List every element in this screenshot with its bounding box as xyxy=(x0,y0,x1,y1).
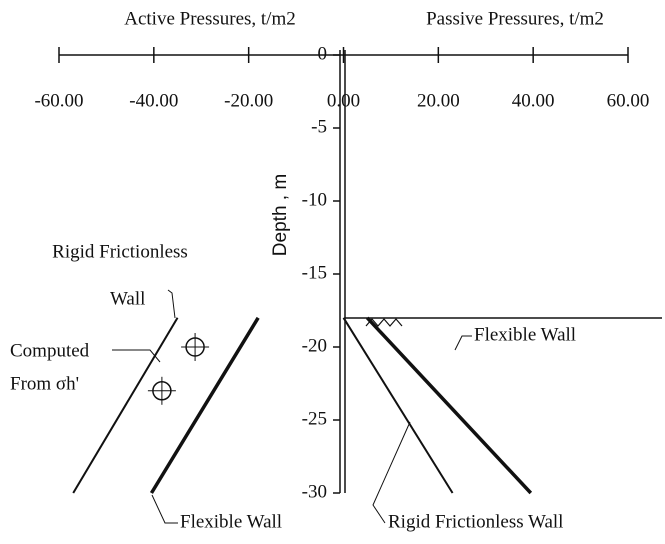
annotation: Flexible Wall xyxy=(180,511,282,532)
x-tick-label: 60.00 xyxy=(607,90,650,111)
y-tick-label: -5 xyxy=(311,116,327,137)
x-tick-label: 20.00 xyxy=(417,90,460,111)
y-label: Depth , m xyxy=(270,174,291,256)
y-tick-label: -10 xyxy=(302,189,327,210)
y-tick-label: -15 xyxy=(302,262,327,283)
annotation: Rigid Frictionless Wall xyxy=(388,511,563,532)
wall-line xyxy=(342,317,454,494)
leader-line xyxy=(112,349,161,363)
x-tick-label: -40.00 xyxy=(129,90,178,111)
y-tick-label: -30 xyxy=(302,481,327,502)
x-tick-label: 0.00 xyxy=(327,90,360,111)
x-tick-label: -20.00 xyxy=(224,90,273,111)
leader-line xyxy=(151,494,178,524)
wall-line xyxy=(149,316,260,494)
x-label-right: Passive Pressures, t/m2 xyxy=(426,8,604,29)
soil-hatch xyxy=(365,318,403,327)
x-label-left: Active Pressures, t/m2 xyxy=(124,8,296,29)
wall-line xyxy=(365,316,533,495)
leader-line xyxy=(372,421,411,524)
annotation: Flexible Wall xyxy=(474,324,576,345)
annotation: Computed xyxy=(10,340,90,361)
x-tick-label: 40.00 xyxy=(512,90,555,111)
computed-point xyxy=(147,376,176,405)
y-tick-label: -25 xyxy=(302,408,327,429)
leader-line xyxy=(454,335,472,351)
y-tick-label: -20 xyxy=(302,335,327,356)
annotation: From σh' xyxy=(10,373,79,394)
computed-point xyxy=(181,333,210,361)
leader-line xyxy=(167,289,176,319)
annotation: Rigid Frictionless xyxy=(52,241,188,262)
y-tick-label: 0 xyxy=(318,43,328,64)
wall-line xyxy=(72,317,179,494)
annotation: Wall xyxy=(110,288,145,309)
x-tick-label: -60.00 xyxy=(34,90,83,111)
